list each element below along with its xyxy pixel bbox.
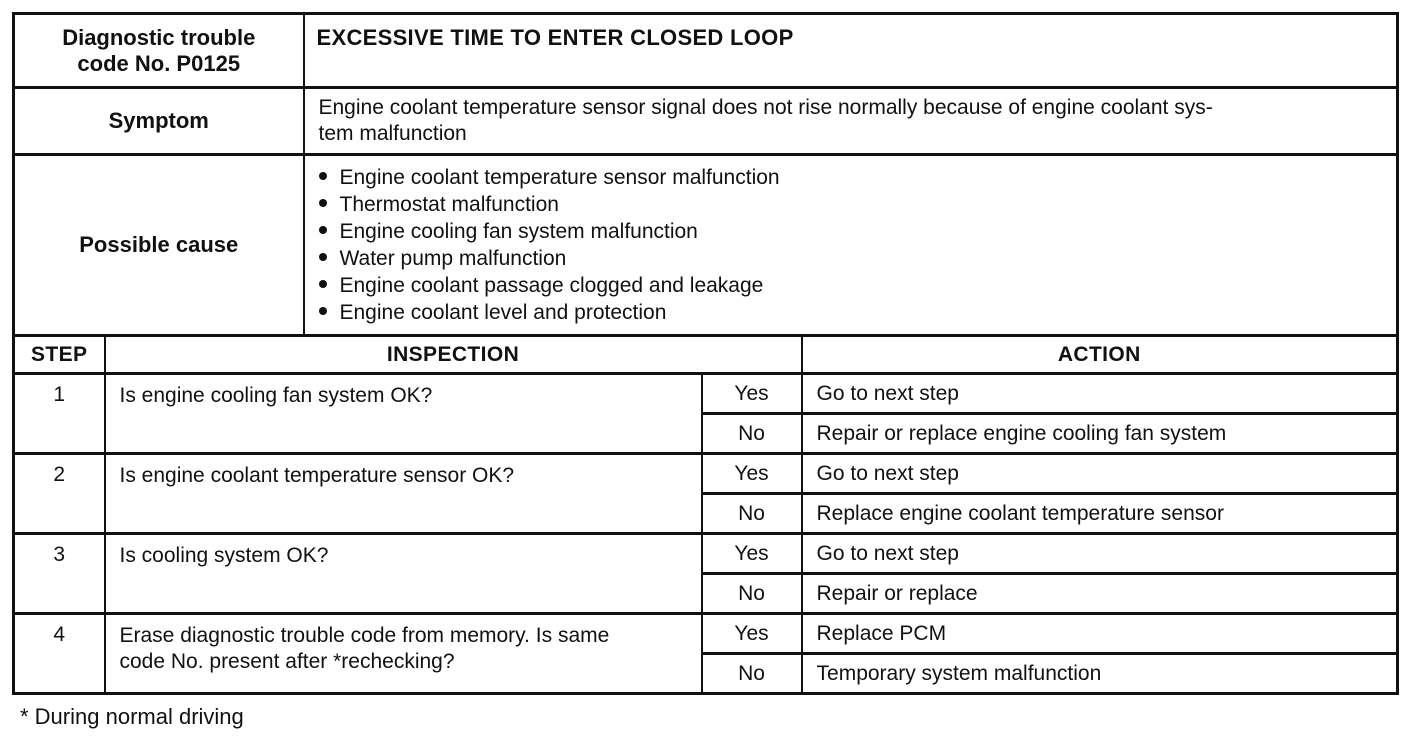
bullet-icon	[318, 307, 327, 315]
possible-cause-text: Engine cooling fan system malfunction	[339, 220, 698, 243]
table-row-step2-no: No Replace engine coolant temperature se…	[14, 492, 1399, 535]
dtc-code-row: Diagnostic trouble code No. P0125 EXCESS…	[12, 12, 1399, 89]
action-column-header: ACTION	[800, 334, 1399, 375]
yes-label: Yes	[700, 452, 803, 495]
symptom-row: Symptom Engine coolant temperature senso…	[12, 86, 1399, 156]
no-label: No	[700, 572, 803, 615]
list-item: Engine coolant temperature sensor malfun…	[318, 164, 1387, 191]
steps-header-row: STEP INSPECTION ACTION	[12, 334, 1399, 375]
table-row-step1-no: No Repair or replace engine cooling fan …	[14, 412, 1399, 455]
dtc-info-table: Diagnostic trouble code No. P0125 EXCESS…	[12, 12, 1399, 337]
step-number: 3	[12, 532, 106, 615]
dtc-title: EXCESSIVE TIME TO ENTER CLOSED LOOP	[302, 12, 1399, 89]
possible-cause-label: Possible cause	[12, 153, 305, 337]
table-row-step3-yes: 3 Is cooling system OK? Yes Go to next s…	[12, 532, 1399, 615]
table-row-step2-yes: 2 Is engine coolant temperature sensor O…	[12, 452, 1399, 535]
bullet-icon	[318, 199, 327, 207]
table-row-step4-yes: 4 Erase diagnostic trouble code from mem…	[12, 612, 1399, 695]
action-text: Go to next step	[800, 532, 1399, 575]
bullet-icon	[318, 280, 327, 288]
yes-label: Yes	[700, 372, 803, 415]
diagnostic-steps-table: STEP INSPECTION ACTION 1 Is engine cooli…	[12, 334, 1400, 695]
symptom-value: Engine coolant temperature sensor signal…	[302, 86, 1399, 156]
list-item: Water pump malfunction	[318, 245, 1387, 272]
list-item: Engine cooling fan system malfunction	[318, 218, 1387, 245]
no-label: No	[700, 652, 803, 695]
step-column-header: STEP	[12, 334, 106, 375]
possible-cause-text: Thermostat malfunction	[339, 193, 559, 216]
possible-cause-text: Engine coolant level and protection	[339, 301, 667, 324]
yes-label: Yes	[700, 532, 803, 575]
bullet-icon	[318, 172, 327, 180]
inspection-text: Is cooling system OK?	[103, 532, 703, 615]
step-number: 4	[12, 612, 106, 695]
inspection-text: Is engine cooling fan system OK?	[103, 372, 703, 455]
possible-cause-row: Possible cause Engine coolant temperatur…	[12, 153, 1399, 337]
no-label: No	[700, 412, 803, 455]
no-label: No	[700, 492, 803, 535]
action-text: Go to next step	[800, 372, 1399, 415]
inspection-column-header: INSPECTION	[103, 334, 803, 375]
action-text: Go to next step	[800, 452, 1399, 495]
list-item: Thermostat malfunction	[318, 191, 1387, 218]
action-text: Replace engine coolant temperature senso…	[800, 492, 1399, 535]
list-item: Engine coolant passage clogged and leaka…	[318, 272, 1387, 299]
possible-cause-text: Engine coolant passage clogged and leaka…	[339, 274, 764, 297]
possible-cause-text: Engine coolant temperature sensor malfun…	[339, 166, 780, 189]
inspection-text: Is engine coolant temperature sensor OK?	[103, 452, 703, 535]
action-text: Temporary system malfunction	[800, 652, 1399, 695]
dtc-code-label: Diagnostic trouble code No. P0125	[12, 12, 305, 89]
action-text: Repair or replace engine cooling fan sys…	[800, 412, 1399, 455]
step-number: 2	[12, 452, 106, 535]
table-row-step1-yes: 1 Is engine cooling fan system OK? Yes G…	[12, 372, 1399, 455]
possible-cause-cell: Engine coolant temperature sensor malfun…	[302, 153, 1399, 337]
bullet-icon	[318, 253, 327, 261]
symptom-label: Symptom	[12, 86, 305, 156]
possible-cause-text: Water pump malfunction	[339, 247, 567, 270]
table-row-step3-no: No Repair or replace	[14, 572, 1399, 615]
step-number: 1	[12, 372, 106, 455]
bullet-icon	[318, 226, 327, 234]
list-item: Engine coolant level and protection	[318, 299, 1387, 326]
action-text: Repair or replace	[800, 572, 1399, 615]
inspection-text: Erase diagnostic trouble code from memor…	[103, 612, 703, 695]
footnote: * During normal driving	[20, 704, 244, 729]
action-text: Replace PCM	[800, 612, 1399, 655]
table-row-step4-no: No Temporary system malfunction	[14, 652, 1399, 695]
possible-cause-list: Engine coolant temperature sensor malfun…	[318, 164, 1387, 326]
yes-label: Yes	[700, 612, 803, 655]
